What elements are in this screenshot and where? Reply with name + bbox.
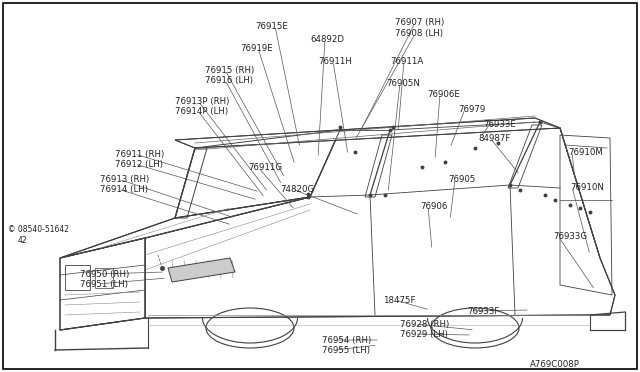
- Polygon shape: [145, 128, 615, 318]
- Text: 76929 (LH): 76929 (LH): [400, 330, 448, 339]
- FancyBboxPatch shape: [3, 3, 637, 369]
- Text: 76954 (RH): 76954 (RH): [322, 336, 371, 345]
- Text: © 08540-51642: © 08540-51642: [8, 225, 69, 234]
- Polygon shape: [168, 258, 235, 282]
- Text: 76905: 76905: [448, 175, 476, 184]
- Text: 76951 (LH): 76951 (LH): [80, 280, 128, 289]
- Text: 76933E: 76933E: [483, 120, 516, 129]
- Bar: [95, 268, 113, 288]
- Text: 76910N: 76910N: [570, 183, 604, 192]
- Text: 76913P (RH): 76913P (RH): [175, 97, 229, 106]
- Text: 76955 (LH): 76955 (LH): [322, 346, 370, 355]
- Text: 76905N: 76905N: [386, 79, 420, 88]
- Text: 76933F: 76933F: [467, 307, 499, 316]
- Text: 76913 (RH): 76913 (RH): [100, 175, 149, 184]
- Text: 76911H: 76911H: [318, 57, 352, 66]
- Text: 76911A: 76911A: [390, 57, 423, 66]
- Polygon shape: [60, 197, 310, 258]
- Text: 64892D: 64892D: [310, 35, 344, 44]
- Text: 76916 (LH): 76916 (LH): [205, 76, 253, 85]
- Text: 76910M: 76910M: [568, 148, 603, 157]
- Text: 84987F: 84987F: [478, 134, 510, 143]
- Bar: [65, 265, 90, 290]
- Text: 76979: 76979: [458, 105, 485, 114]
- Text: 76911G: 76911G: [248, 163, 282, 172]
- Text: 76915 (RH): 76915 (RH): [205, 66, 254, 75]
- Text: 76950 (RH): 76950 (RH): [80, 270, 129, 279]
- Text: 76933G: 76933G: [553, 232, 587, 241]
- Text: 76906E: 76906E: [427, 90, 460, 99]
- Text: 76914P (LH): 76914P (LH): [175, 107, 228, 116]
- Text: 76911 (RH): 76911 (RH): [115, 150, 164, 159]
- Text: 76906: 76906: [420, 202, 447, 211]
- Text: 74820G: 74820G: [280, 185, 314, 194]
- Text: 76915E: 76915E: [255, 22, 288, 31]
- Text: 76907 (RH): 76907 (RH): [395, 18, 444, 27]
- Polygon shape: [175, 118, 560, 148]
- Polygon shape: [60, 238, 145, 330]
- Text: 76919E: 76919E: [240, 44, 273, 53]
- Text: 42: 42: [18, 236, 28, 245]
- Text: A769C008P: A769C008P: [530, 360, 580, 369]
- Text: 76908 (LH): 76908 (LH): [395, 29, 443, 38]
- Text: 76912 (LH): 76912 (LH): [115, 160, 163, 169]
- Text: 76928 (RH): 76928 (RH): [400, 320, 449, 329]
- Text: 76914 (LH): 76914 (LH): [100, 185, 148, 194]
- Text: 18475F: 18475F: [383, 296, 415, 305]
